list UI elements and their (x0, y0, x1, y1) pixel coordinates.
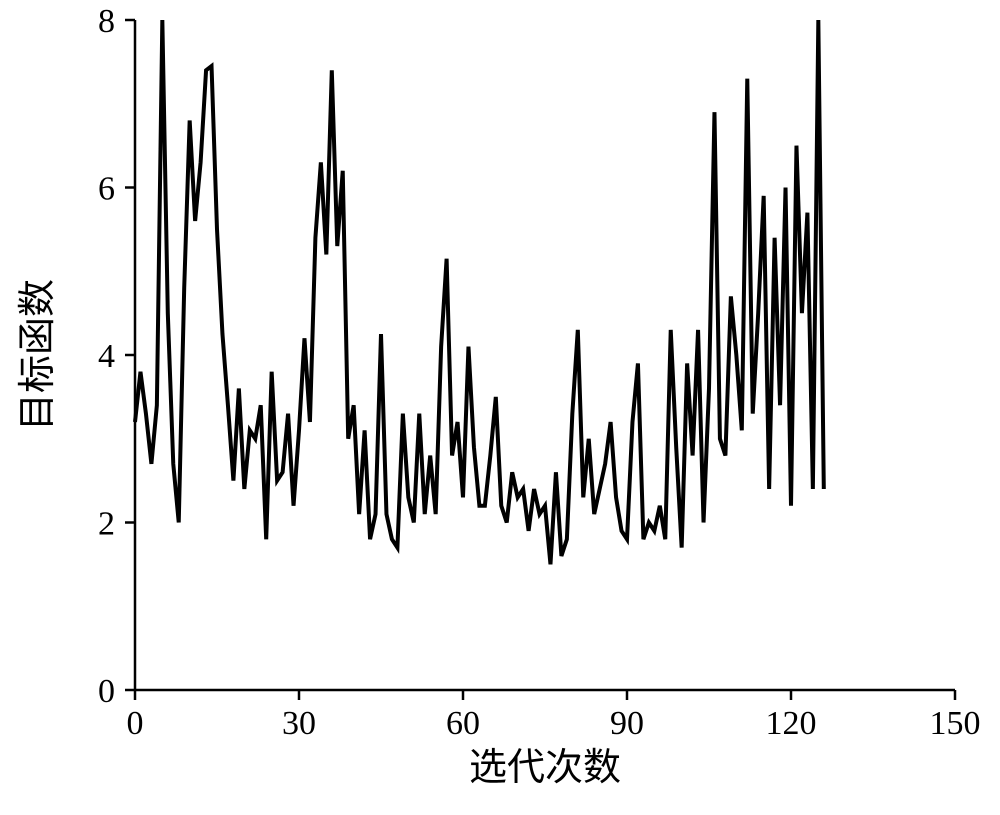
line-chart: 0 30 60 90 120 150 0 2 4 6 8 选代次数 目标函数 (0, 0, 1000, 815)
y-tick-label: 4 (98, 338, 115, 375)
y-tick-label: 0 (98, 673, 115, 710)
y-tick-label: 8 (98, 3, 115, 40)
x-tick-label: 150 (930, 705, 981, 742)
x-tick-label: 0 (127, 705, 144, 742)
y-tick-label: 6 (98, 171, 115, 208)
x-tick-label: 120 (766, 705, 817, 742)
x-tick-label: 90 (610, 705, 644, 742)
chart-svg: 0 30 60 90 120 150 0 2 4 6 8 选代次数 目标函数 (0, 0, 1000, 815)
x-tick-label: 30 (282, 705, 316, 742)
data-series-line (135, 20, 824, 564)
x-axis-label: 选代次数 (469, 747, 621, 789)
y-tick-label: 2 (98, 506, 115, 543)
y-axis-label: 目标函数 (17, 279, 59, 431)
x-tick-label: 60 (446, 705, 480, 742)
